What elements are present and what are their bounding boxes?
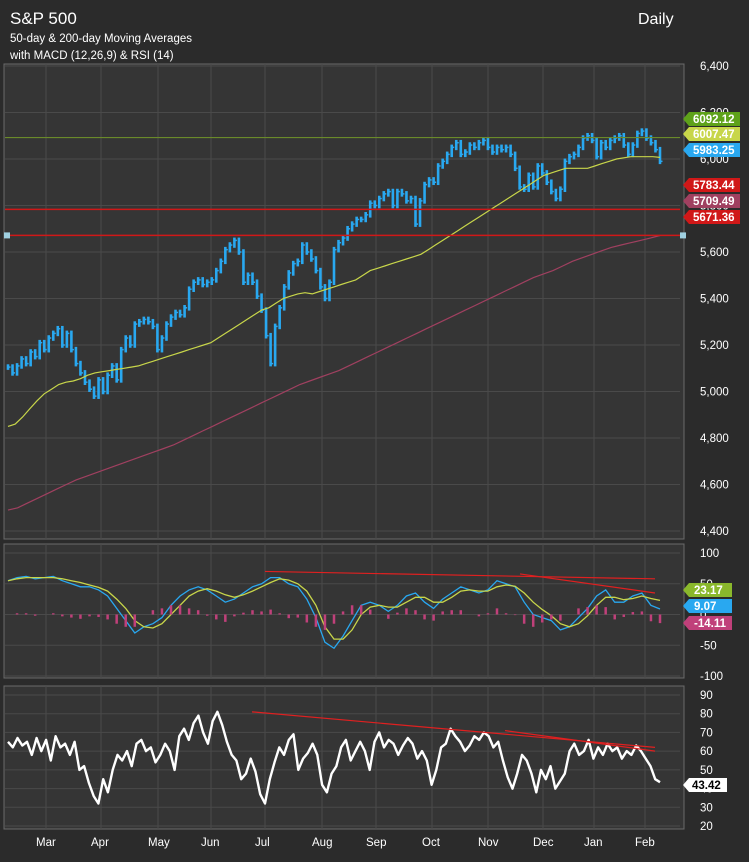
macd-value-text: 23.17 bbox=[694, 585, 723, 597]
price-label-text: 5983.25 bbox=[693, 145, 735, 157]
y-tick-label: 20 bbox=[700, 821, 713, 833]
ma200-line bbox=[7, 234, 661, 511]
macd-value-text: 9.07 bbox=[694, 601, 716, 613]
y-tick-label: 80 bbox=[700, 709, 713, 721]
x-tick-label: Oct bbox=[422, 837, 441, 849]
y-tick-label: 4,400 bbox=[700, 526, 729, 538]
price-label-text: 6092.12 bbox=[693, 114, 735, 126]
y-tick-label: 70 bbox=[700, 727, 713, 739]
y-tick-label: 100 bbox=[700, 548, 719, 560]
y-tick-label: 5,200 bbox=[700, 340, 729, 352]
macd-line bbox=[7, 575, 661, 650]
macd-value-label: 23.17 bbox=[683, 583, 732, 597]
y-tick-label: 60 bbox=[700, 746, 713, 758]
macd-value-tag bbox=[683, 599, 732, 613]
panel-frame bbox=[3, 63, 685, 540]
ma50-line bbox=[7, 156, 661, 427]
x-tick-label: Jul bbox=[255, 837, 270, 849]
price-label-text: 5671.36 bbox=[693, 212, 735, 224]
price-label-text: 5783.44 bbox=[693, 180, 735, 192]
panel-frame bbox=[3, 543, 685, 679]
rsi-line bbox=[7, 710, 661, 805]
price-label-text: 5709.49 bbox=[693, 196, 735, 208]
x-tick-label: Jun bbox=[201, 837, 220, 849]
y-tick-label: 30 bbox=[700, 802, 713, 814]
price-label-tag bbox=[683, 112, 740, 126]
price-label-text: 6007.47 bbox=[693, 129, 735, 141]
price-label: 6007.47 bbox=[683, 127, 740, 141]
price-label: 5709.49 bbox=[683, 194, 740, 208]
price-label: 5671.36 bbox=[683, 210, 740, 224]
macd-value-label: 9.07 bbox=[683, 599, 732, 613]
price-label-tag bbox=[683, 210, 740, 224]
x-tick-label: Sep bbox=[366, 837, 386, 849]
chart-subtitle-indicators: with MACD (12,26,9) & RSI (14) bbox=[10, 50, 174, 62]
y-tick-label: 4,800 bbox=[700, 433, 729, 445]
line-handle bbox=[4, 232, 10, 239]
y-tick-label: 6,400 bbox=[700, 61, 729, 73]
x-tick-label: Mar bbox=[36, 837, 56, 849]
rsi-trendline bbox=[504, 729, 656, 752]
price-label: 5983.25 bbox=[683, 143, 740, 157]
y-tick-label: 4,600 bbox=[700, 480, 729, 492]
x-tick-label: Dec bbox=[533, 837, 554, 849]
chart-title: S&P 500 bbox=[10, 9, 77, 28]
rsi-value-text: 43.42 bbox=[692, 780, 721, 792]
period-label: Daily bbox=[638, 11, 674, 28]
price-label-tag bbox=[683, 127, 740, 141]
x-tick-label: Apr bbox=[91, 837, 109, 849]
x-tick-label: Jan bbox=[584, 837, 603, 849]
y-tick-label: 5,600 bbox=[700, 247, 729, 259]
y-tick-label: -50 bbox=[700, 640, 717, 652]
price-label-tag bbox=[683, 143, 740, 157]
price-label: 6092.12 bbox=[683, 112, 740, 126]
macd-value-tag bbox=[683, 583, 732, 597]
x-tick-label: Aug bbox=[312, 837, 332, 849]
chart-subtitle-ma: 50-day & 200-day Moving Averages bbox=[10, 33, 192, 45]
macd-trendline bbox=[519, 573, 656, 594]
price-label: 5783.44 bbox=[683, 178, 740, 192]
x-tick-label: Feb bbox=[635, 837, 655, 849]
macd-value-text: -14.11 bbox=[694, 618, 727, 630]
y-tick-label: 90 bbox=[700, 690, 713, 702]
macd-value-label: -14.11 bbox=[683, 616, 732, 630]
rsi-value-tag bbox=[683, 778, 727, 792]
y-tick-label: -100 bbox=[700, 671, 723, 683]
y-tick-label: 50 bbox=[700, 765, 713, 777]
y-tick-label: 5,000 bbox=[700, 387, 729, 399]
macd-trendline bbox=[264, 570, 656, 580]
line-handle bbox=[680, 232, 686, 239]
y-tick-label: 0 bbox=[700, 610, 706, 622]
price-label-tag bbox=[683, 194, 740, 208]
macd-value-tag bbox=[683, 616, 732, 630]
x-tick-label: Nov bbox=[478, 837, 499, 849]
price-label-tag bbox=[683, 178, 740, 192]
y-tick-label: 5,400 bbox=[700, 294, 729, 306]
rsi-value-label: 43.42 bbox=[683, 778, 727, 792]
x-tick-label: May bbox=[148, 837, 170, 849]
